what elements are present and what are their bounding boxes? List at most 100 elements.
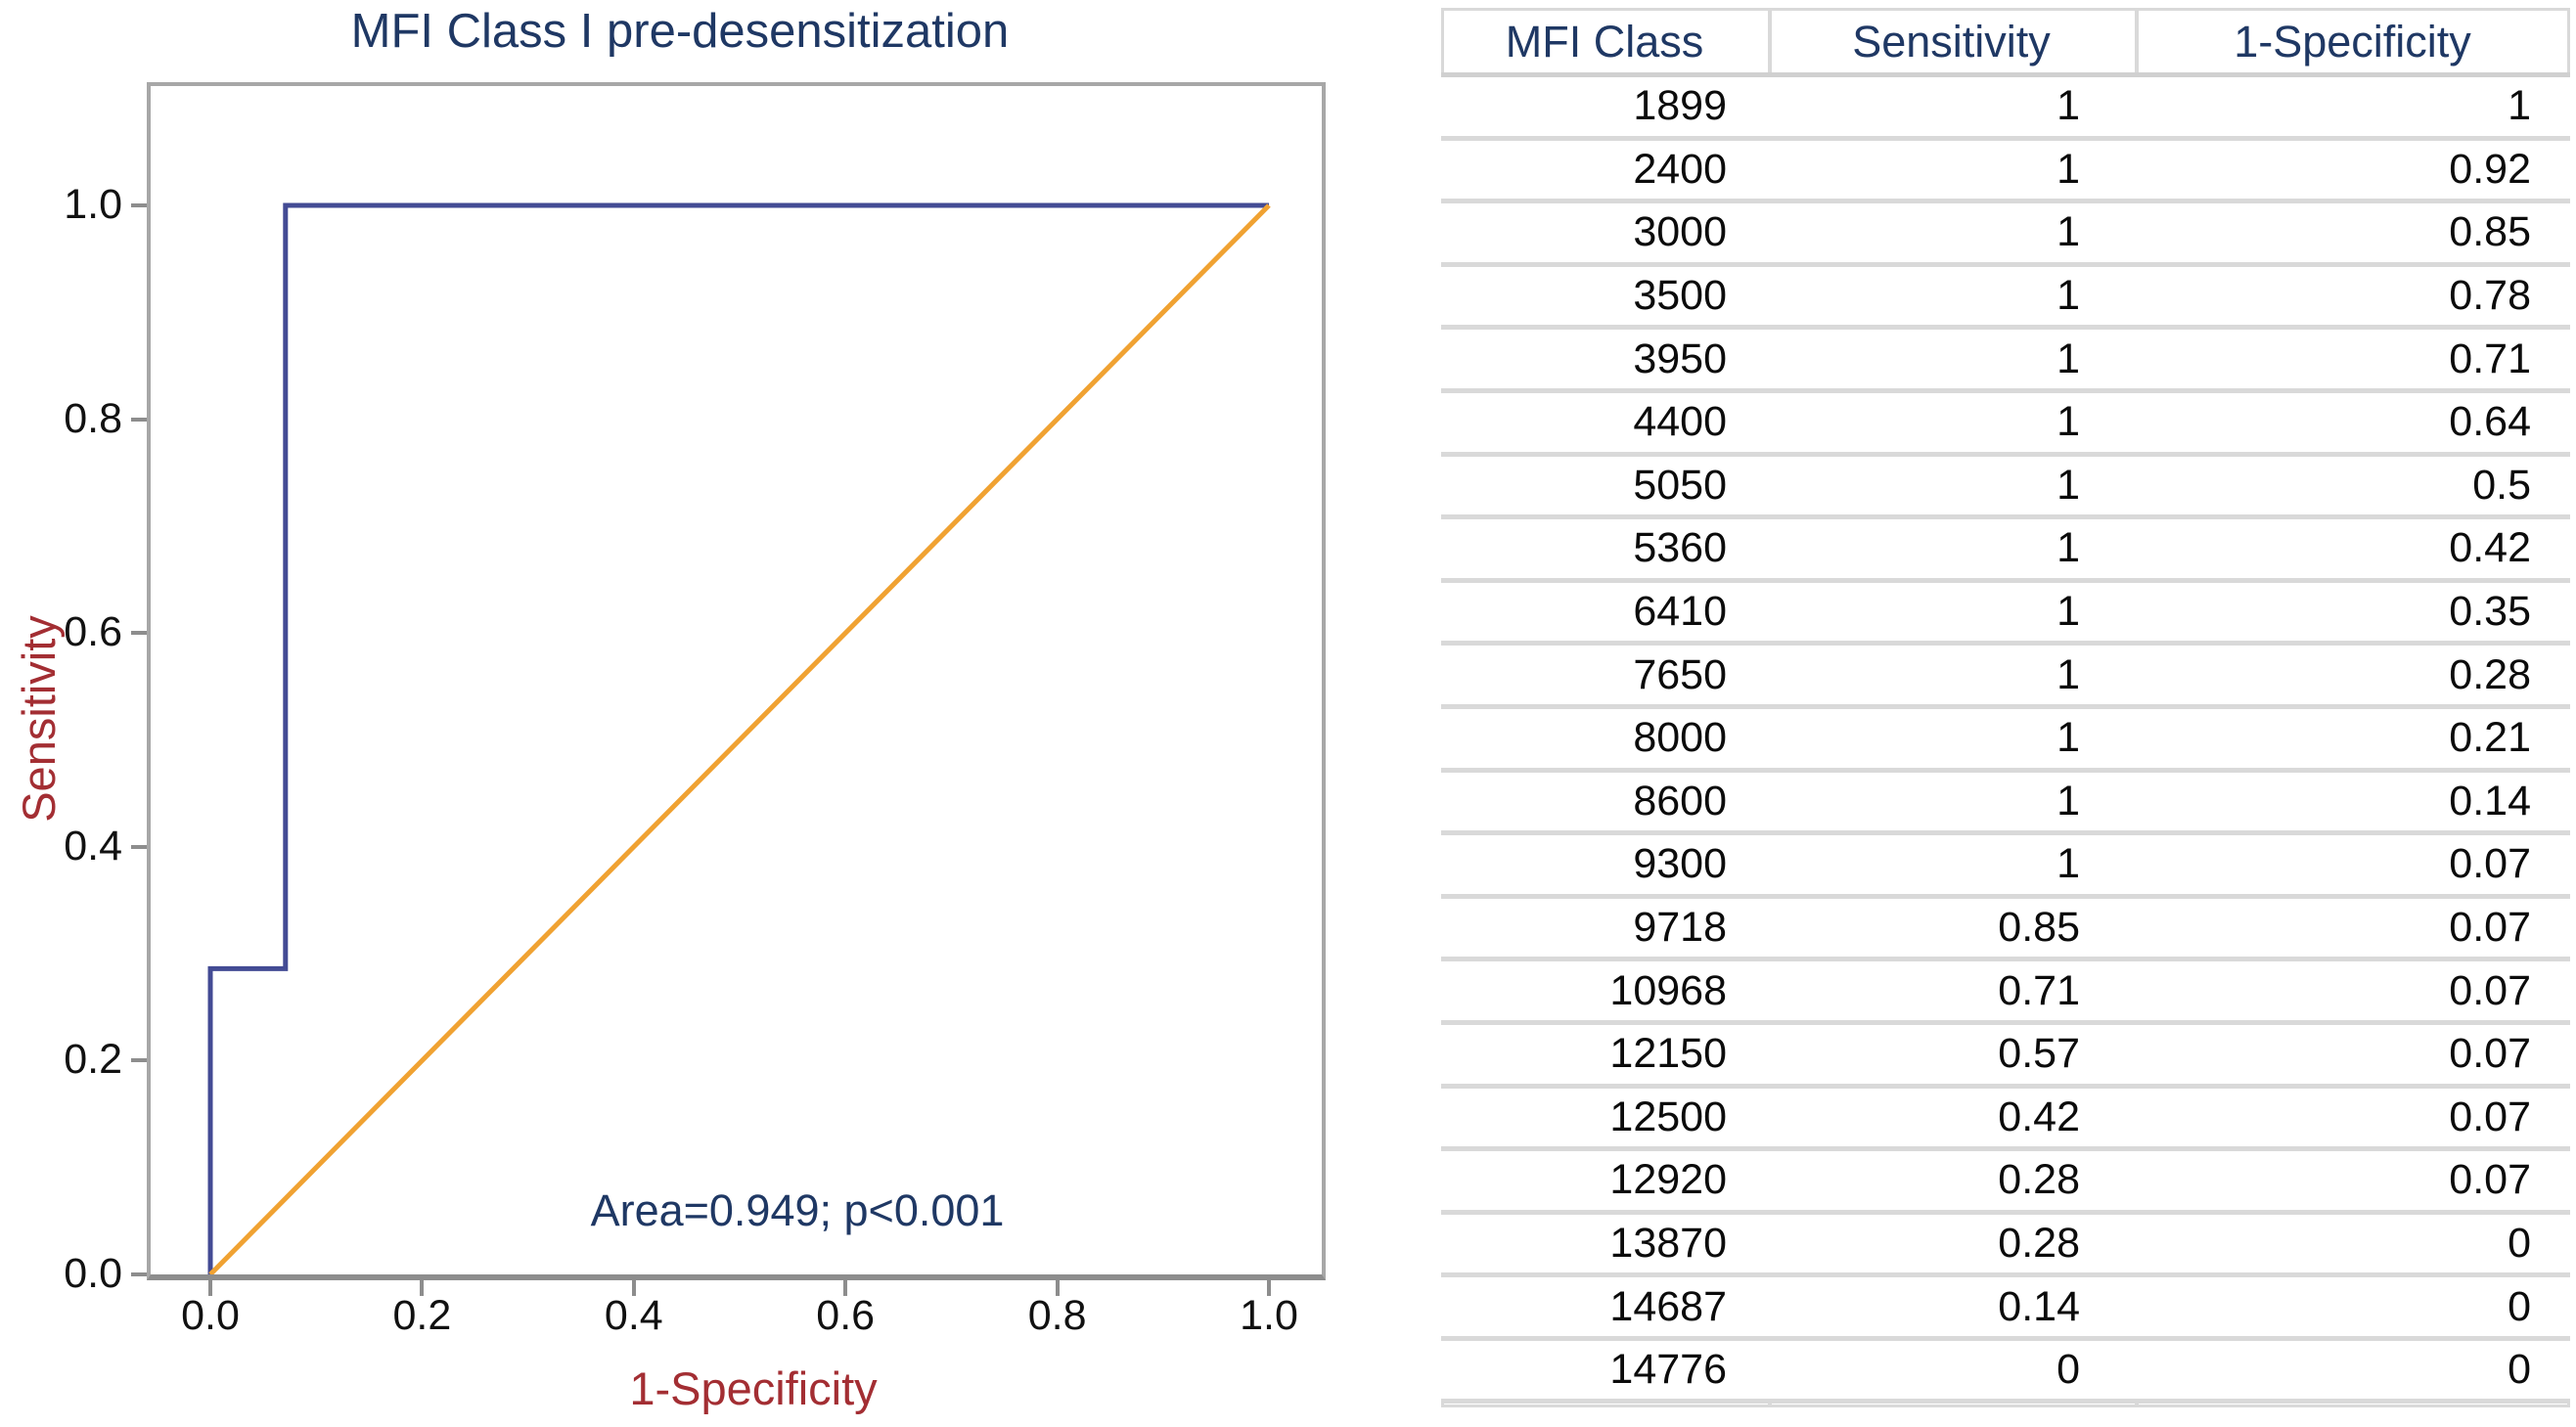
one-minus-specificity-cell: 0.78 <box>2449 272 2531 320</box>
sensitivity-cell: 0.42 <box>1998 1093 2080 1140</box>
sensitivity-cell: 1 <box>2056 398 2080 446</box>
mfi-class-cell: 1899 <box>1633 82 1727 130</box>
table-bottom-rule <box>1441 1405 2570 1407</box>
x-tick-label: 0.2 <box>392 1292 452 1339</box>
table-row: 3950 1 0.71 <box>1441 330 2570 393</box>
x-axis-label: 1-Specificity <box>629 1362 878 1414</box>
sensitivity-cell: 1 <box>2056 145 2080 193</box>
one-minus-specificity-cell: 0.71 <box>2449 334 2531 382</box>
sensitivity-cell: 0.28 <box>1998 1219 2080 1267</box>
mfi-class-cell: 3950 <box>1633 334 1727 382</box>
y-tick-mark <box>131 417 147 422</box>
sensitivity-cell: 1 <box>2056 650 2080 698</box>
x-tick-label: 0.8 <box>1027 1292 1087 1339</box>
one-minus-specificity-cell: 0.21 <box>2449 714 2531 762</box>
one-minus-specificity-cell: 0 <box>2508 1282 2531 1330</box>
table-row: 12150 0.57 0.07 <box>1441 1024 2570 1089</box>
one-minus-specificity-cell: 0.07 <box>2449 1156 2531 1204</box>
table-row: 8000 1 0.21 <box>1441 708 2570 773</box>
mfi-class-cell: 12150 <box>1609 1030 1727 1078</box>
y-tick-mark <box>131 1272 147 1276</box>
table-body: 1899 1 1 2400 1 0.92 3000 1 0.85 3500 1 0.78 3950 1 0.… <box>1441 77 2570 1405</box>
mfi-class-cell: 7650 <box>1633 650 1727 698</box>
table-row: 6410 1 0.35 <box>1441 582 2570 647</box>
table-row: 2400 1 0.92 <box>1441 140 2570 204</box>
sensitivity-cell: 1 <box>2056 524 2080 572</box>
chart-title: MFI Class I pre-desensitization <box>350 5 1010 58</box>
mfi-class-cell: 10968 <box>1609 966 1727 1014</box>
mfi-class-cell: 13870 <box>1609 1219 1727 1267</box>
sensitivity-cell: 1 <box>2056 82 2080 130</box>
table-row: 3500 1 0.78 <box>1441 266 2570 331</box>
sensitivity-cell: 0.57 <box>1998 1030 2080 1078</box>
table-row: 5050 1 0.5 <box>1441 456 2570 520</box>
sensitivity-cell: 1 <box>2056 272 2080 320</box>
mfi-class-cell: 9718 <box>1633 904 1727 952</box>
table-row: 5360 1 0.42 <box>1441 519 2570 583</box>
y-tick-label: 1.0 <box>64 181 122 228</box>
mfi-class-cell: 4400 <box>1633 398 1727 446</box>
sensitivity-cell: 0.85 <box>1998 904 2080 952</box>
table-row: 14776 0 0 <box>1441 1340 2570 1405</box>
y-tick-label: 0.0 <box>64 1250 122 1297</box>
one-minus-specificity-cell: 0.92 <box>2449 145 2531 193</box>
table-row: 8600 1 0.14 <box>1441 772 2570 836</box>
one-minus-specificity-cell: 0.42 <box>2449 524 2531 572</box>
sensitivity-cell: 1 <box>2056 777 2080 825</box>
x-tick-mark <box>1055 1280 1060 1296</box>
one-minus-specificity-cell: 0 <box>2508 1346 2531 1394</box>
table-top-rule <box>1441 8 2570 11</box>
table-row: 13870 0.28 0 <box>1441 1214 2570 1278</box>
sensitivity-cell: 0.71 <box>1998 966 2080 1014</box>
one-minus-specificity-cell: 0 <box>2508 1219 2531 1267</box>
mfi-class-cell: 3000 <box>1633 208 1727 256</box>
y-tick-label: 0.4 <box>64 822 122 870</box>
mfi-class-cell: 8000 <box>1633 714 1727 762</box>
one-minus-specificity-cell: 0.85 <box>2449 208 2531 256</box>
x-tick-mark <box>208 1280 212 1296</box>
mfi-class-cell: 12920 <box>1609 1156 1727 1204</box>
coordinates-table: MFI Class Sensitivity 1-Specificity 1899… <box>1441 0 2570 1413</box>
one-minus-specificity-cell: 0.14 <box>2449 777 2531 825</box>
table-header-row: MFI Class Sensitivity 1-Specificity <box>1441 11 2570 77</box>
y-tick-mark <box>131 1058 147 1063</box>
sensitivity-cell: 1 <box>2056 714 2080 762</box>
mfi-class-cell: 8600 <box>1633 777 1727 825</box>
x-tick-mark <box>843 1280 848 1296</box>
sensitivity-cell: 1 <box>2056 208 2080 256</box>
plot-area: Area=0.949; p<0.001 <box>147 82 1326 1280</box>
x-tick-label: 0.6 <box>816 1292 876 1339</box>
table-row: 9718 0.85 0.07 <box>1441 898 2570 962</box>
header-1-specificity: 1-Specificity <box>2234 16 2471 67</box>
sensitivity-cell: 0.14 <box>1998 1282 2080 1330</box>
roc-curve <box>207 202 1269 1274</box>
one-minus-specificity-cell: 0.07 <box>2449 966 2531 1014</box>
mfi-class-cell: 5360 <box>1633 524 1727 572</box>
sensitivity-cell: 1 <box>2056 334 2080 382</box>
table-row: 14687 0.14 0 <box>1441 1277 2570 1341</box>
one-minus-specificity-cell: 0.35 <box>2449 588 2531 636</box>
mfi-class-cell: 5050 <box>1633 461 1727 509</box>
x-tick-label: 1.0 <box>1240 1292 1298 1339</box>
sensitivity-cell: 0 <box>2056 1346 2080 1394</box>
table-row: 1899 1 1 <box>1441 77 2570 141</box>
sensitivity-cell: 1 <box>2056 588 2080 636</box>
table-row: 7650 1 0.28 <box>1441 646 2570 709</box>
x-tick-mark <box>631 1280 636 1296</box>
table-row: 9300 1 0.07 <box>1441 835 2570 899</box>
header-mfi-class: MFI Class <box>1505 16 1704 67</box>
mfi-class-cell: 14687 <box>1609 1282 1727 1330</box>
table-row: 12920 0.28 0.07 <box>1441 1151 2570 1215</box>
one-minus-specificity-cell: 0.07 <box>2449 904 2531 952</box>
one-minus-specificity-cell: 0.28 <box>2449 650 2531 698</box>
mfi-class-cell: 12500 <box>1609 1093 1727 1140</box>
one-minus-specificity-cell: 1 <box>2508 82 2531 130</box>
mfi-class-cell: 6410 <box>1633 588 1727 636</box>
mfi-class-cell: 14776 <box>1609 1346 1727 1394</box>
table-row: 12500 0.42 0.07 <box>1441 1088 2570 1152</box>
x-tick-label: 0.0 <box>181 1292 240 1339</box>
table-row: 10968 0.71 0.07 <box>1441 961 2570 1025</box>
table-row: 4400 1 0.64 <box>1441 392 2570 457</box>
y-tick-label: 0.8 <box>64 394 122 442</box>
